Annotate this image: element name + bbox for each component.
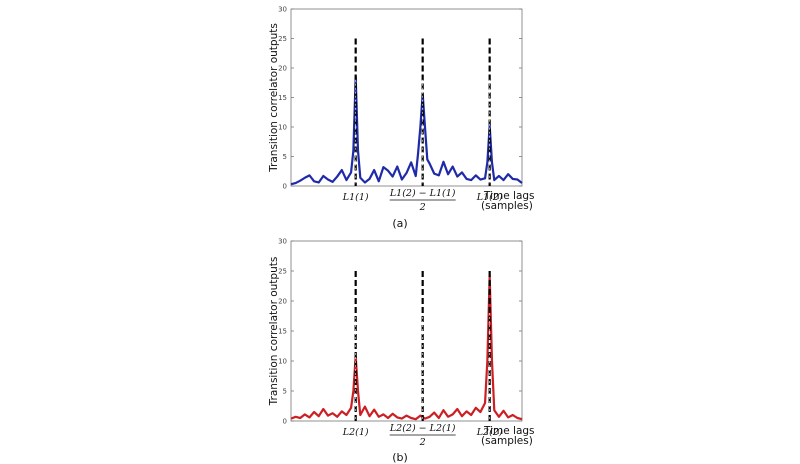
figure-caption: (b)	[392, 451, 408, 464]
marker-label-denominator: 2	[419, 437, 426, 448]
chart-b: 0 5 10 15 20 25 30 Transition correlator output…	[268, 238, 535, 464]
series-line	[290, 274, 523, 421]
y-axis-label: Transition correlator outputs	[268, 257, 280, 407]
y-tick-label: 5	[283, 388, 287, 396]
y-tick-label: 30	[278, 238, 287, 246]
marker-label-numerator: L1(2) − L1(1)	[389, 188, 456, 199]
marker-label: L2(1)	[342, 427, 369, 438]
marker-label-denominator: 2	[419, 202, 426, 213]
y-tick-label: 15	[278, 328, 287, 336]
y-tick-label: 10	[278, 124, 287, 132]
marker-label: L1(1)	[342, 192, 369, 203]
y-tick-label: 5	[283, 153, 287, 161]
marker-label: L1(2)	[476, 192, 503, 203]
y-tick-label: 15	[278, 94, 287, 102]
y-tick-label: 25	[278, 35, 287, 43]
y-tick-label: 0	[283, 418, 287, 426]
y-tick-label: 20	[278, 65, 287, 73]
y-tick-label: 20	[278, 298, 287, 306]
chart-a: 0 5 10 15 20 25 30 Transition correlator output…	[268, 6, 535, 231]
x-axis-unit-label: (samples)	[481, 200, 533, 212]
y-tick-label: 0	[283, 183, 287, 191]
y-tick-label: 30	[278, 6, 287, 14]
marker-label-numerator: L2(2) − L2(1)	[389, 423, 456, 434]
y-tick-label: 25	[278, 268, 287, 276]
y-tick-label: 10	[278, 358, 287, 366]
x-axis-unit-label: (samples)	[481, 435, 533, 447]
x-axis-label: Time lags	[483, 190, 535, 202]
series-line	[290, 75, 523, 186]
marker-label: L2(2)	[476, 427, 503, 438]
x-axis-label: Time lags	[483, 425, 535, 437]
figure-caption: (a)	[392, 217, 407, 230]
y-axis-label: Transition correlator outputs	[268, 23, 280, 173]
